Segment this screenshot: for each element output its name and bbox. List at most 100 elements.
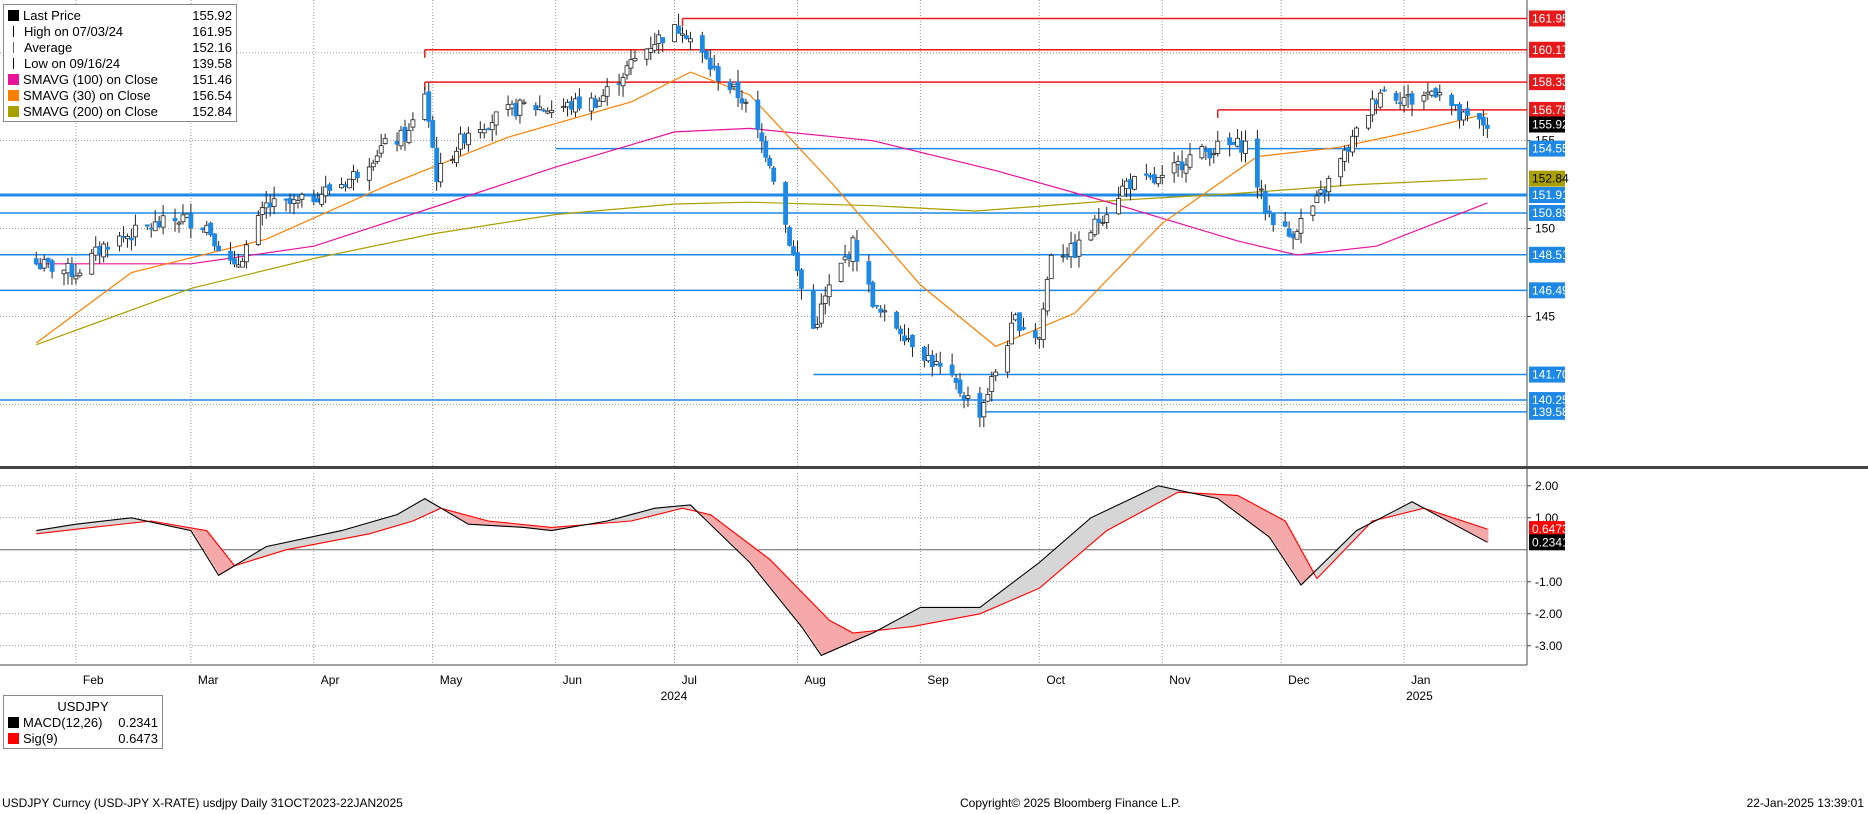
- macd-fill-strip: [332, 532, 335, 541]
- macd-fill-strip: [936, 607, 939, 623]
- macd-fill-strip: [416, 503, 419, 520]
- month-label: Apr: [321, 673, 340, 687]
- candle-body: [787, 227, 792, 246]
- macd-fill-strip: [1200, 493, 1203, 495]
- macd-fill-strip: [1346, 540, 1349, 549]
- legend-value: 155.92: [192, 7, 232, 23]
- badge-label: 148.51: [1532, 248, 1569, 262]
- month-label: May: [440, 673, 463, 687]
- macd-fill-strip: [1450, 516, 1453, 523]
- macd-fill-strip: [1316, 570, 1319, 578]
- macd-fill-strip: [950, 607, 953, 620]
- macd-fill-strip: [1286, 523, 1289, 563]
- candle-body: [826, 284, 832, 298]
- badge-label: 0.2341: [1532, 535, 1569, 549]
- macd-fill-strip: [670, 506, 673, 512]
- macd-fill-strip: [248, 557, 251, 562]
- macd-fill-strip: [1122, 502, 1125, 523]
- macd-fill-strip: [1306, 559, 1309, 580]
- macd-fill-strip: [1216, 494, 1219, 499]
- macd-fill-strip: [534, 525, 537, 529]
- candle-body: [874, 304, 880, 307]
- candle-body: [378, 145, 384, 154]
- candle-body: [33, 258, 39, 265]
- macd-fill-strip: [706, 513, 709, 521]
- macd-fill-strip: [1058, 546, 1061, 573]
- macd-fill-strip: [420, 501, 423, 518]
- macd-fill-strip: [354, 526, 357, 537]
- candle-body: [569, 101, 574, 110]
- macd-fill-strip: [512, 523, 515, 527]
- candle-body: [680, 33, 685, 36]
- sig9-line: [36, 491, 1488, 634]
- macd-fill-strip: [1108, 509, 1111, 530]
- macd-fill-strip: [1348, 538, 1351, 547]
- macd-fill-strip: [970, 607, 973, 616]
- candle-body: [1147, 175, 1153, 178]
- sma100-line: [36, 127, 1488, 265]
- year-label: 2025: [1406, 689, 1433, 703]
- macd-fill-strip: [394, 515, 397, 527]
- macd-fill-strip: [314, 536, 317, 545]
- candle-body: [1159, 174, 1165, 178]
- candle-body: [295, 200, 301, 204]
- macd-fill-strip: [464, 514, 467, 522]
- macd-fill-strip: [810, 600, 813, 640]
- macd-fill-strip: [782, 572, 785, 603]
- macd-fill-strip: [536, 525, 539, 529]
- macd-fill-strip: [298, 539, 301, 548]
- macd-fill-strip: [1434, 511, 1437, 514]
- macd-fill-strip: [1116, 505, 1119, 526]
- candle-body: [212, 233, 218, 247]
- macd-fill-strip: [522, 524, 525, 528]
- macd-fill-strip: [716, 519, 719, 531]
- macd-fill-strip: [42, 529, 45, 534]
- macd-fill-strip: [564, 526, 567, 529]
- month-label: Mar: [198, 673, 219, 687]
- macd-fill-strip: [892, 622, 895, 629]
- macd-fill-strip: [64, 526, 67, 531]
- candle-body: [842, 256, 848, 261]
- macd-fill-strip: [356, 526, 359, 537]
- macd-fill-strip: [224, 552, 227, 572]
- macd-fill-strip: [906, 615, 909, 628]
- macd-fill-strip: [206, 530, 209, 556]
- candle-body: [485, 128, 491, 131]
- candle-body: [1203, 149, 1209, 152]
- macd-fill-strip: [818, 609, 821, 652]
- macd-fill-strip: [172, 524, 175, 527]
- macd-fill-strip: [1294, 537, 1297, 575]
- macd-fill-strip: [934, 607, 937, 623]
- macd-fill-strip: [1224, 494, 1227, 504]
- macd-fill-strip: [712, 516, 715, 527]
- macd-fill-strip: [678, 506, 681, 510]
- macd-fill-strip: [740, 537, 743, 554]
- candle-body: [1104, 214, 1110, 223]
- candle-body: [1484, 124, 1490, 129]
- candle-body: [430, 120, 436, 148]
- candle-body: [1175, 161, 1181, 166]
- macd-fill-strip: [78, 523, 81, 529]
- macd-fill-strip: [1028, 570, 1031, 593]
- macd-fill-strip: [1360, 528, 1363, 534]
- sig-legend-value: 0.6473: [118, 730, 158, 746]
- macd-fill-strip: [1272, 514, 1275, 542]
- macd-fill-strip: [688, 505, 691, 510]
- candle-body: [1318, 189, 1324, 194]
- candle-body: [1409, 93, 1415, 105]
- macd-fill-strip: [652, 508, 655, 516]
- macd-fill-strip: [550, 527, 553, 531]
- candle-body: [1338, 158, 1344, 178]
- macd-fill-strip: [1156, 486, 1159, 504]
- candle-body: [125, 236, 130, 240]
- macd-fill-strip: [1128, 500, 1131, 520]
- macd-fill-strip: [134, 518, 137, 523]
- macd-fill-strip: [126, 518, 129, 524]
- badge-label: 161.95: [1532, 11, 1569, 25]
- macd-fill-strip: [554, 527, 557, 531]
- macd-fill-strip: [962, 607, 965, 618]
- macd-fill-strip: [102, 521, 105, 527]
- macd-fill-strip: [758, 550, 761, 573]
- candle-body: [1183, 164, 1189, 174]
- legend-value: 152.16: [192, 39, 232, 55]
